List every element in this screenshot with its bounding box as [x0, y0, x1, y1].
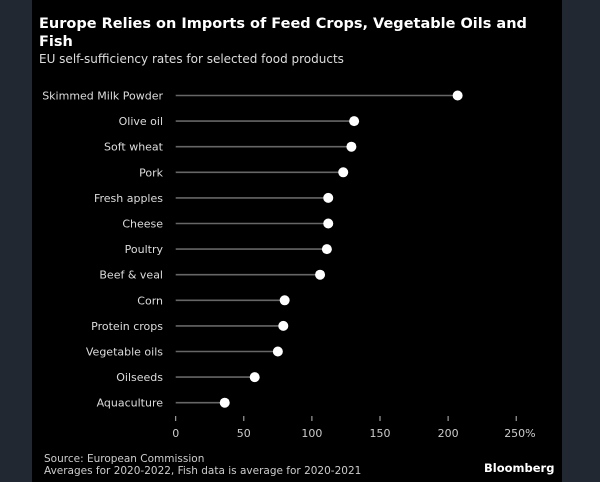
x-tick-label: 50 — [237, 427, 251, 440]
lollipop-dot — [452, 90, 463, 101]
lollipop-dot — [323, 192, 334, 203]
source-note: Source: European Commission — [44, 453, 205, 465]
category-label: Oilseeds — [116, 371, 163, 384]
chart-title: Europe Relies on Imports of Feed Crops, … — [39, 16, 527, 50]
x-tick-label: 150 — [370, 427, 391, 440]
category-label: Soft wheat — [104, 141, 164, 154]
x-tick-label: 200 — [438, 427, 459, 440]
lollipop-dot — [323, 218, 334, 229]
category-label: Fresh apples — [94, 192, 163, 205]
category-label: Olive oil — [119, 115, 163, 128]
category-label: Skimmed Milk Powder — [42, 90, 163, 103]
lollipop-dot — [272, 346, 283, 357]
bloomberg-logo: Bloomberg — [484, 461, 555, 475]
lollipop-dot — [278, 320, 289, 331]
category-label: Pork — [139, 166, 163, 179]
x-tick-label: 250% — [504, 427, 535, 440]
lollipop-dot — [249, 372, 260, 383]
lollipop-dot — [279, 295, 290, 306]
x-tick-label: 100 — [301, 427, 322, 440]
category-label: Protein crops — [91, 320, 163, 333]
chart-subtitle: EU self-sufficiency rates for selected f… — [39, 52, 344, 66]
data-note: Averages for 2020-2022, Fish data is ave… — [44, 465, 362, 477]
category-label: Corn — [137, 294, 163, 307]
lollipop-dot — [315, 269, 326, 280]
lollipop-dot — [219, 397, 230, 408]
lollipop-dot — [349, 116, 360, 127]
chart-panel — [32, 0, 562, 482]
category-label: Beef & veal — [99, 269, 163, 282]
category-label: Aquaculture — [97, 397, 164, 410]
category-label: Poultry — [125, 243, 164, 256]
lollipop-dot — [338, 167, 349, 178]
lollipop-dot — [346, 141, 357, 152]
category-label: Vegetable oils — [86, 346, 163, 359]
x-tick-label: 0 — [172, 427, 179, 440]
category-label: Cheese — [122, 218, 163, 231]
lollipop-dot — [321, 244, 332, 255]
